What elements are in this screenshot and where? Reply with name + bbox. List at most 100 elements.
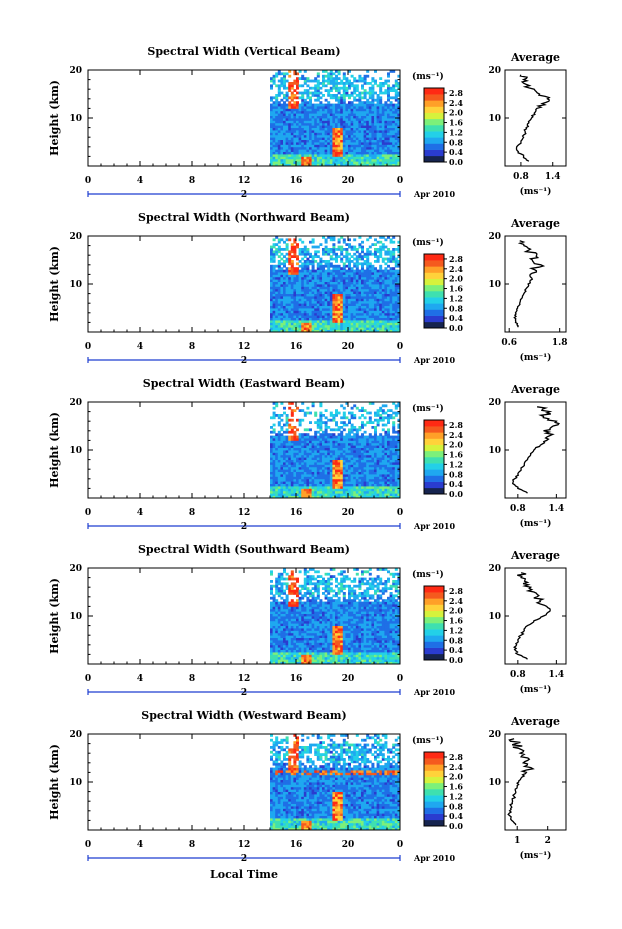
heatmap-cell bbox=[316, 447, 320, 451]
heatmap-cell bbox=[358, 310, 362, 314]
heatmap-cell bbox=[324, 450, 328, 453]
heatmap-cell bbox=[283, 240, 286, 244]
heatmap-cell bbox=[290, 132, 294, 136]
heatmap-cell bbox=[348, 284, 351, 287]
heatmap-cell bbox=[277, 440, 281, 444]
heatmap-cell bbox=[272, 286, 276, 290]
heatmap-cell bbox=[340, 305, 344, 309]
heatmap-cell bbox=[374, 252, 377, 256]
heatmap-cell bbox=[348, 101, 351, 104]
heatmap-cell bbox=[335, 454, 338, 458]
heatmap-cell bbox=[374, 91, 377, 95]
heatmap-cell bbox=[288, 139, 292, 143]
heatmap-cell bbox=[296, 113, 299, 116]
heatmap-cell bbox=[337, 454, 341, 458]
heatmap-cell bbox=[387, 130, 390, 133]
heatmap-cell bbox=[301, 248, 305, 251]
heatmap-cell bbox=[387, 74, 390, 78]
heatmap-cell bbox=[368, 317, 372, 321]
heatmap-cell bbox=[350, 281, 354, 285]
heatmap-cell bbox=[277, 457, 281, 460]
heatmap-cell bbox=[392, 255, 396, 258]
heatmap-cell bbox=[311, 486, 315, 489]
heatmap-cell bbox=[293, 440, 297, 444]
heatmap-cell bbox=[309, 457, 312, 460]
heatmap-cell bbox=[277, 156, 281, 160]
heatmap-cell bbox=[384, 322, 388, 326]
heatmap-cell bbox=[361, 452, 364, 456]
heatmap-cell bbox=[280, 291, 284, 294]
heatmap-cell bbox=[353, 151, 357, 155]
heatmap-cell bbox=[298, 305, 302, 309]
heatmap-cell bbox=[363, 286, 367, 290]
heatmap-cell bbox=[381, 132, 385, 136]
panels: Spectral Width (Vertical Beam)0 4 8 12 16 20 0… bbox=[48, 45, 568, 864]
heatmap-cell bbox=[350, 423, 354, 427]
heatmap-cell bbox=[296, 428, 299, 432]
heatmap-cell bbox=[296, 466, 299, 470]
heatmap-cell bbox=[332, 120, 336, 124]
heatmap-cell bbox=[379, 481, 383, 484]
heatmap-cell bbox=[303, 284, 307, 287]
heatmap-cell bbox=[322, 163, 325, 167]
heatmap-cell bbox=[272, 245, 276, 249]
heatmap-cell bbox=[324, 146, 328, 150]
heatmap-cell bbox=[314, 106, 318, 109]
heatmap-cell bbox=[316, 110, 320, 114]
heatmap-cell bbox=[288, 293, 292, 297]
heatmap-cell bbox=[387, 452, 390, 456]
heatmap-cell bbox=[371, 315, 375, 318]
heatmap-cell bbox=[337, 284, 341, 287]
heatmap-cell bbox=[342, 495, 346, 499]
heatmap-cell bbox=[397, 483, 401, 487]
heatmap-cell bbox=[301, 120, 305, 124]
heatmap-cell bbox=[296, 293, 299, 297]
heatmap-cell bbox=[374, 158, 377, 162]
heatmap-cell bbox=[319, 495, 323, 499]
heatmap-cell bbox=[270, 108, 273, 112]
heatmap-cell bbox=[379, 149, 383, 152]
heatmap-cell bbox=[311, 457, 315, 460]
heatmap-cell bbox=[332, 113, 336, 116]
heatmap-cell bbox=[277, 108, 281, 112]
heatmap-cell bbox=[342, 308, 346, 311]
heatmap-cell bbox=[319, 154, 323, 157]
heatmap-cell bbox=[303, 435, 307, 439]
heatmap-cell bbox=[301, 132, 305, 136]
heatmap-cell bbox=[290, 158, 294, 162]
heatmap-cell bbox=[275, 269, 279, 273]
heatmap-cell bbox=[311, 442, 315, 446]
heatmap-cell bbox=[337, 464, 341, 468]
heatmap-cell bbox=[381, 488, 385, 492]
heatmap-cell bbox=[285, 286, 289, 290]
heatmap-cell bbox=[348, 322, 351, 326]
heatmap-cell bbox=[381, 428, 385, 432]
heatmap-cell bbox=[397, 94, 401, 97]
heatmap-cell bbox=[350, 84, 354, 88]
heatmap-cell bbox=[324, 118, 328, 121]
heatmap-cell bbox=[384, 483, 388, 487]
heatmap-cell bbox=[376, 483, 380, 487]
heatmap-cell bbox=[389, 312, 393, 316]
heatmap-cell bbox=[303, 248, 307, 251]
heatmap-cell bbox=[322, 272, 325, 275]
heatmap-cell bbox=[355, 305, 359, 309]
heatmap-cell bbox=[371, 464, 375, 468]
heatmap-cell bbox=[361, 308, 364, 311]
heatmap-cell bbox=[296, 495, 299, 499]
heatmap-cell bbox=[270, 293, 273, 297]
heatmap-cell bbox=[306, 142, 310, 145]
heatmap-cell bbox=[379, 478, 383, 482]
heatmap-cell bbox=[342, 305, 346, 309]
heatmap-cell bbox=[280, 125, 284, 128]
heatmap-cell bbox=[301, 154, 305, 157]
heatmap-cell bbox=[361, 272, 364, 275]
heatmap-cell bbox=[288, 281, 292, 285]
heatmap-cell bbox=[368, 122, 372, 126]
heatmap-cell bbox=[309, 149, 312, 152]
heatmap-cell bbox=[280, 471, 284, 475]
average-x-tick-label: 0.8 bbox=[513, 172, 529, 182]
heatmap-cell bbox=[290, 303, 294, 306]
heatmap-cell bbox=[394, 127, 398, 131]
colorbar-frame bbox=[423, 253, 445, 329]
